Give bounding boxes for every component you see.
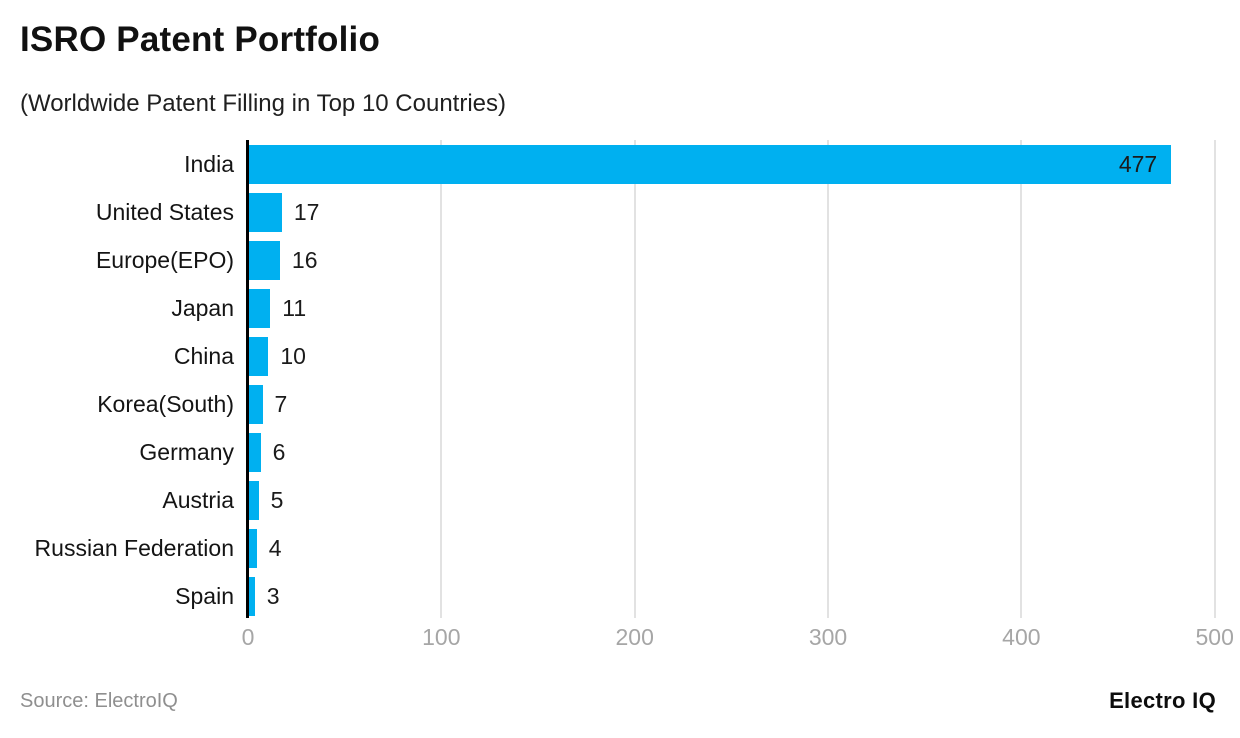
bar-united-states[interactable] [249, 192, 282, 232]
bar-india[interactable] [249, 144, 1172, 184]
bar-japan[interactable] [249, 288, 271, 328]
category-label: Europe(EPO) [95, 247, 234, 273]
x-tick-label: 300 [808, 624, 848, 650]
category-label: Spain [175, 583, 234, 609]
y-axis-line [246, 140, 249, 618]
gridline-400 [1020, 140, 1023, 618]
value-label: 4 [268, 535, 282, 561]
category-label: Japan [171, 295, 234, 321]
bar-austria[interactable] [249, 480, 259, 520]
bar-korea-south-[interactable] [249, 384, 263, 424]
category-label: Austria [162, 487, 234, 513]
category-label: Russian Federation [34, 535, 234, 561]
source-text: Source: ElectroIQ [20, 690, 178, 712]
value-label: 11 [282, 295, 307, 321]
chart-subtitle: (Worldwide Patent Filling in Top 10 Coun… [20, 90, 507, 117]
bar-china[interactable] [249, 336, 269, 376]
x-tick-label: 200 [615, 624, 654, 650]
bar-europe-epo-[interactable] [249, 240, 280, 280]
bar-germany[interactable] [249, 432, 261, 472]
category-label: China [173, 343, 234, 369]
x-tick-label: 100 [422, 624, 461, 650]
category-label: Korea(South) [97, 391, 234, 417]
value-label: 16 [291, 247, 318, 273]
category-label: United States [95, 199, 234, 225]
category-label: India [184, 151, 234, 177]
value-label: 477 [1118, 151, 1158, 177]
value-label: 7 [274, 391, 288, 417]
x-axis: 0 100 200 300 400 500 [0, 620, 1240, 654]
bar-russian-federation[interactable] [249, 528, 257, 568]
value-label: 3 [266, 583, 280, 609]
x-tick-label: 0 [241, 624, 255, 650]
x-tick-label: 500 [1195, 624, 1234, 650]
category-label: Germany [139, 439, 234, 465]
gridline-300 [827, 140, 830, 618]
value-label: 6 [272, 439, 286, 465]
x-tick-label: 400 [1002, 624, 1041, 650]
value-label: 17 [293, 199, 320, 225]
value-label: 10 [280, 343, 306, 369]
gridline-100 [440, 140, 443, 618]
bar-chart-plot-area: India 477 United States 17 Europe(EPO) 16 Japa… [0, 140, 1240, 620]
chart-title: ISRO Patent Portfolio [20, 20, 381, 59]
value-label: 5 [270, 487, 284, 513]
gridline-500 [1213, 140, 1216, 618]
gridline-200 [633, 140, 636, 618]
brand-logo: Electro IQ [1109, 688, 1216, 713]
bar-spain[interactable] [249, 576, 255, 616]
